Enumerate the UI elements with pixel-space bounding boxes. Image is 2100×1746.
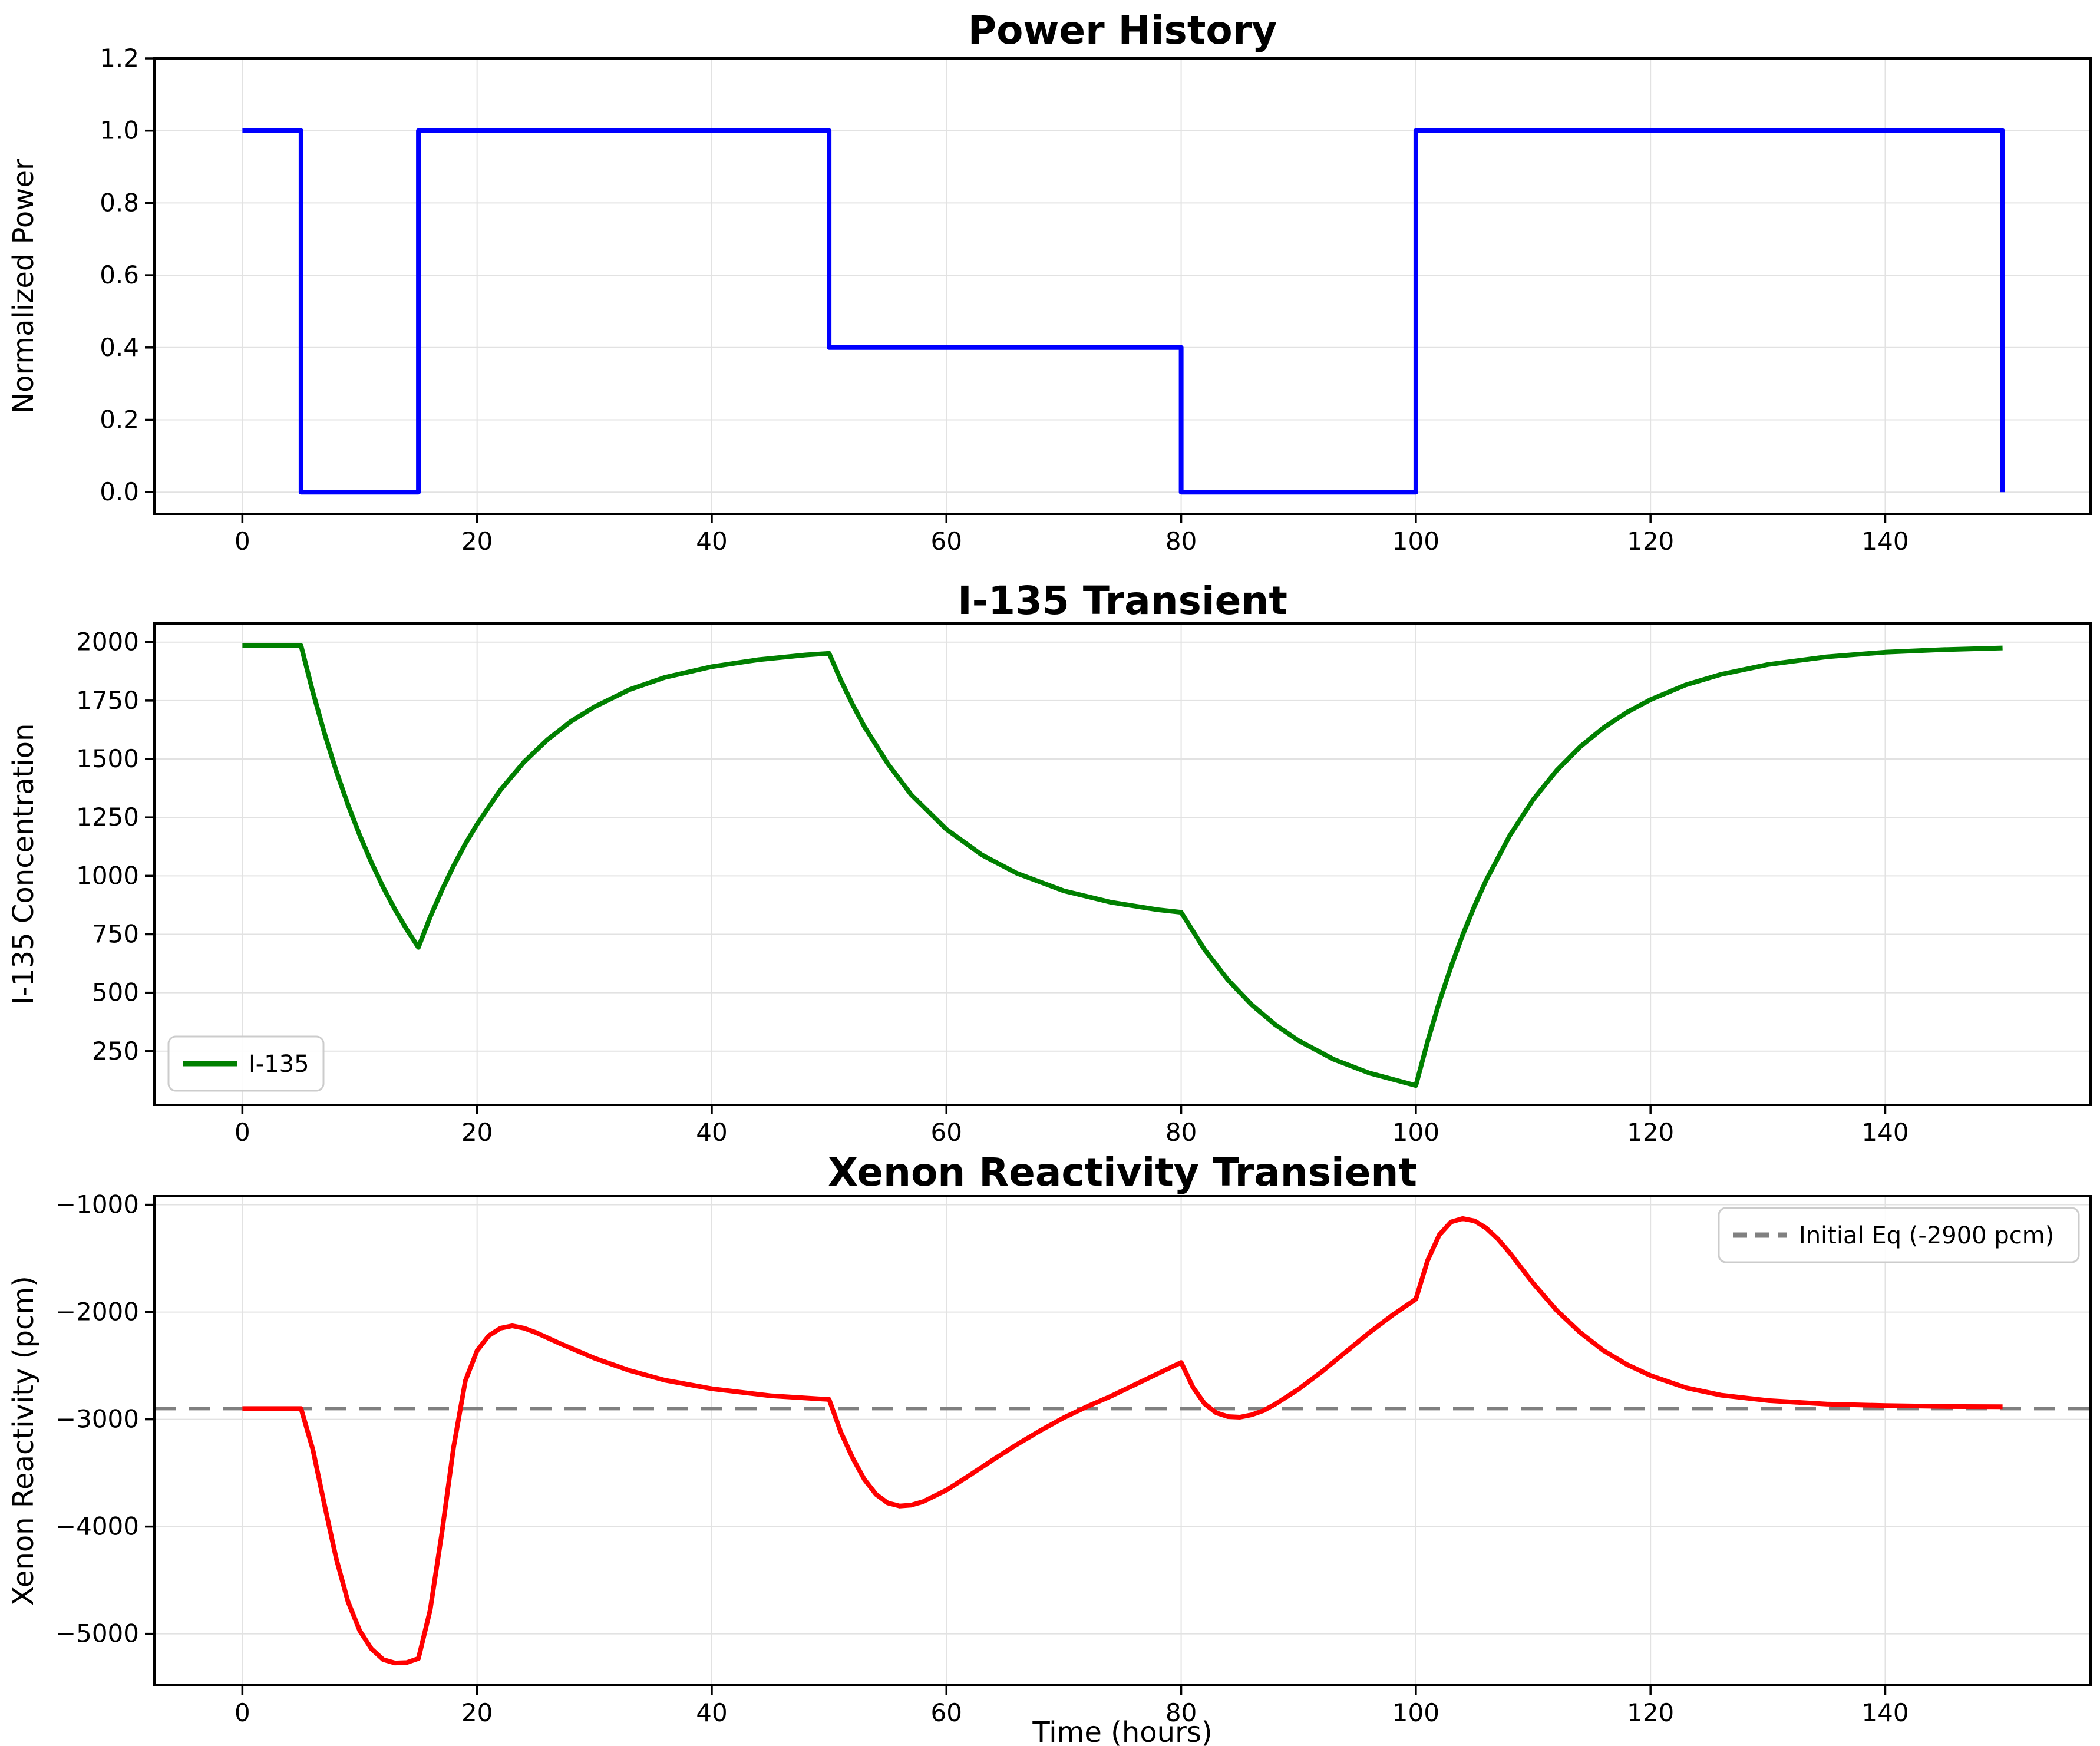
x-axis-tick-label: 100 <box>1392 1698 1439 1727</box>
y-axis-tick-label: 1750 <box>76 686 139 715</box>
y-axis-tick-label: 1.0 <box>100 116 139 145</box>
y-axis-tick-label: 0.6 <box>100 260 139 289</box>
power-history-series-power <box>242 128 2005 495</box>
y-axis-tick-label: 0.0 <box>100 477 139 506</box>
x-axis-tick-label: 20 <box>461 527 493 556</box>
i135-transient-title: I-135 Transient <box>957 578 1287 623</box>
x-axis-tick-label: 0 <box>235 1698 250 1727</box>
i135-transient-plot: 0 20 40 60 80 100 120 140 250 500 750 1000 1250 1500 1… <box>7 578 2092 1147</box>
y-axis-tick-label: 1250 <box>76 803 139 831</box>
y-axis-label: Xenon Reactivity (pcm) <box>7 1276 40 1606</box>
x-axis-tick-label: 80 <box>1165 1698 1197 1727</box>
xenon-reactivity-legend: Initial Eq (-2900 pcm) <box>1718 1207 2080 1263</box>
x-axis-tick-label: 40 <box>696 1118 727 1147</box>
y-axis-tick-label: 1.2 <box>100 44 139 72</box>
y-axis-tick-label: −4000 <box>55 1512 139 1541</box>
x-axis-tick-label: 60 <box>931 527 962 556</box>
x-axis-label: Time (hours) <box>1032 1716 1212 1746</box>
x-axis-tick-label: 80 <box>1165 1118 1197 1147</box>
x-axis-tick-label: 120 <box>1627 1698 1674 1727</box>
axes-spines <box>153 57 2092 515</box>
x-axis-tick-label: 40 <box>696 527 727 556</box>
x-axis-tick-label: 120 <box>1627 1118 1674 1147</box>
xenon-reactivity-title: Xenon Reactivity Transient <box>828 1150 1417 1195</box>
xenon-reactivity-series-xenon-reactivity <box>242 1216 2003 1666</box>
y-axis-tick-label: −1000 <box>55 1190 139 1219</box>
x-axis-tick-label: 80 <box>1165 527 1197 556</box>
x-axis-tick-label: 60 <box>931 1698 962 1727</box>
x-axis-tick-label: 60 <box>931 1118 962 1147</box>
legend-label: I-135 <box>249 1051 309 1078</box>
x-axis-tick-label: 20 <box>461 1698 493 1727</box>
x-axis-tick-label: 0 <box>235 1118 250 1147</box>
legend-label: Initial Eq (-2900 pcm) <box>1799 1222 2054 1249</box>
y-axis-tick-label: 250 <box>92 1037 139 1065</box>
axes-spines <box>153 1195 2092 1686</box>
x-axis-tick-label: 100 <box>1392 1118 1439 1147</box>
x-axis-tick-label: 0 <box>235 527 250 556</box>
axes-spines <box>153 622 2092 1106</box>
legend-box <box>1718 1207 2080 1263</box>
i135-transient-legend: I-135 <box>167 1035 325 1092</box>
xenon-reactivity-plot: 0 20 40 60 80 100 120 140 −5000 −4000 −3000 −2000 −1… <box>7 1150 2092 1746</box>
power-history-title: Power History <box>968 8 1277 53</box>
y-axis-tick-label: −3000 <box>55 1405 139 1434</box>
i135-transient-series-I-135 <box>242 643 2003 1088</box>
y-axis-tick-label: 2000 <box>76 628 139 656</box>
y-axis-tick-label: −2000 <box>55 1298 139 1326</box>
x-axis-tick-label: 100 <box>1392 527 1439 556</box>
y-axis-tick-label: 0.2 <box>100 405 139 434</box>
y-axis-tick-label: 0.4 <box>100 333 139 362</box>
x-axis-tick-label: 20 <box>461 1118 493 1147</box>
y-axis-tick-label: −5000 <box>55 1619 139 1648</box>
y-axis-tick-label: 1000 <box>76 861 139 890</box>
x-axis-tick-label: 140 <box>1861 1698 1909 1727</box>
power-history-plot: 0 20 40 60 80 100 120 140 0.0 0.2 0.4 0.6 0.8 1.0 1.2 P… <box>7 8 2092 556</box>
y-axis-tick-label: 0.8 <box>100 188 139 217</box>
x-axis-tick-label: 140 <box>1861 527 1909 556</box>
y-axis-tick-label: 500 <box>92 978 139 1007</box>
x-axis-tick-label: 40 <box>696 1698 727 1727</box>
x-axis-tick-label: 120 <box>1627 527 1674 556</box>
y-axis-tick-label: 1500 <box>76 744 139 773</box>
x-axis-tick-label: 140 <box>1861 1118 1909 1147</box>
y-axis-label: Normalized Power <box>7 159 40 414</box>
y-axis-tick-label: 750 <box>92 919 139 948</box>
legend-box <box>167 1035 325 1092</box>
y-axis-label: I-135 Concentration <box>7 724 40 1005</box>
